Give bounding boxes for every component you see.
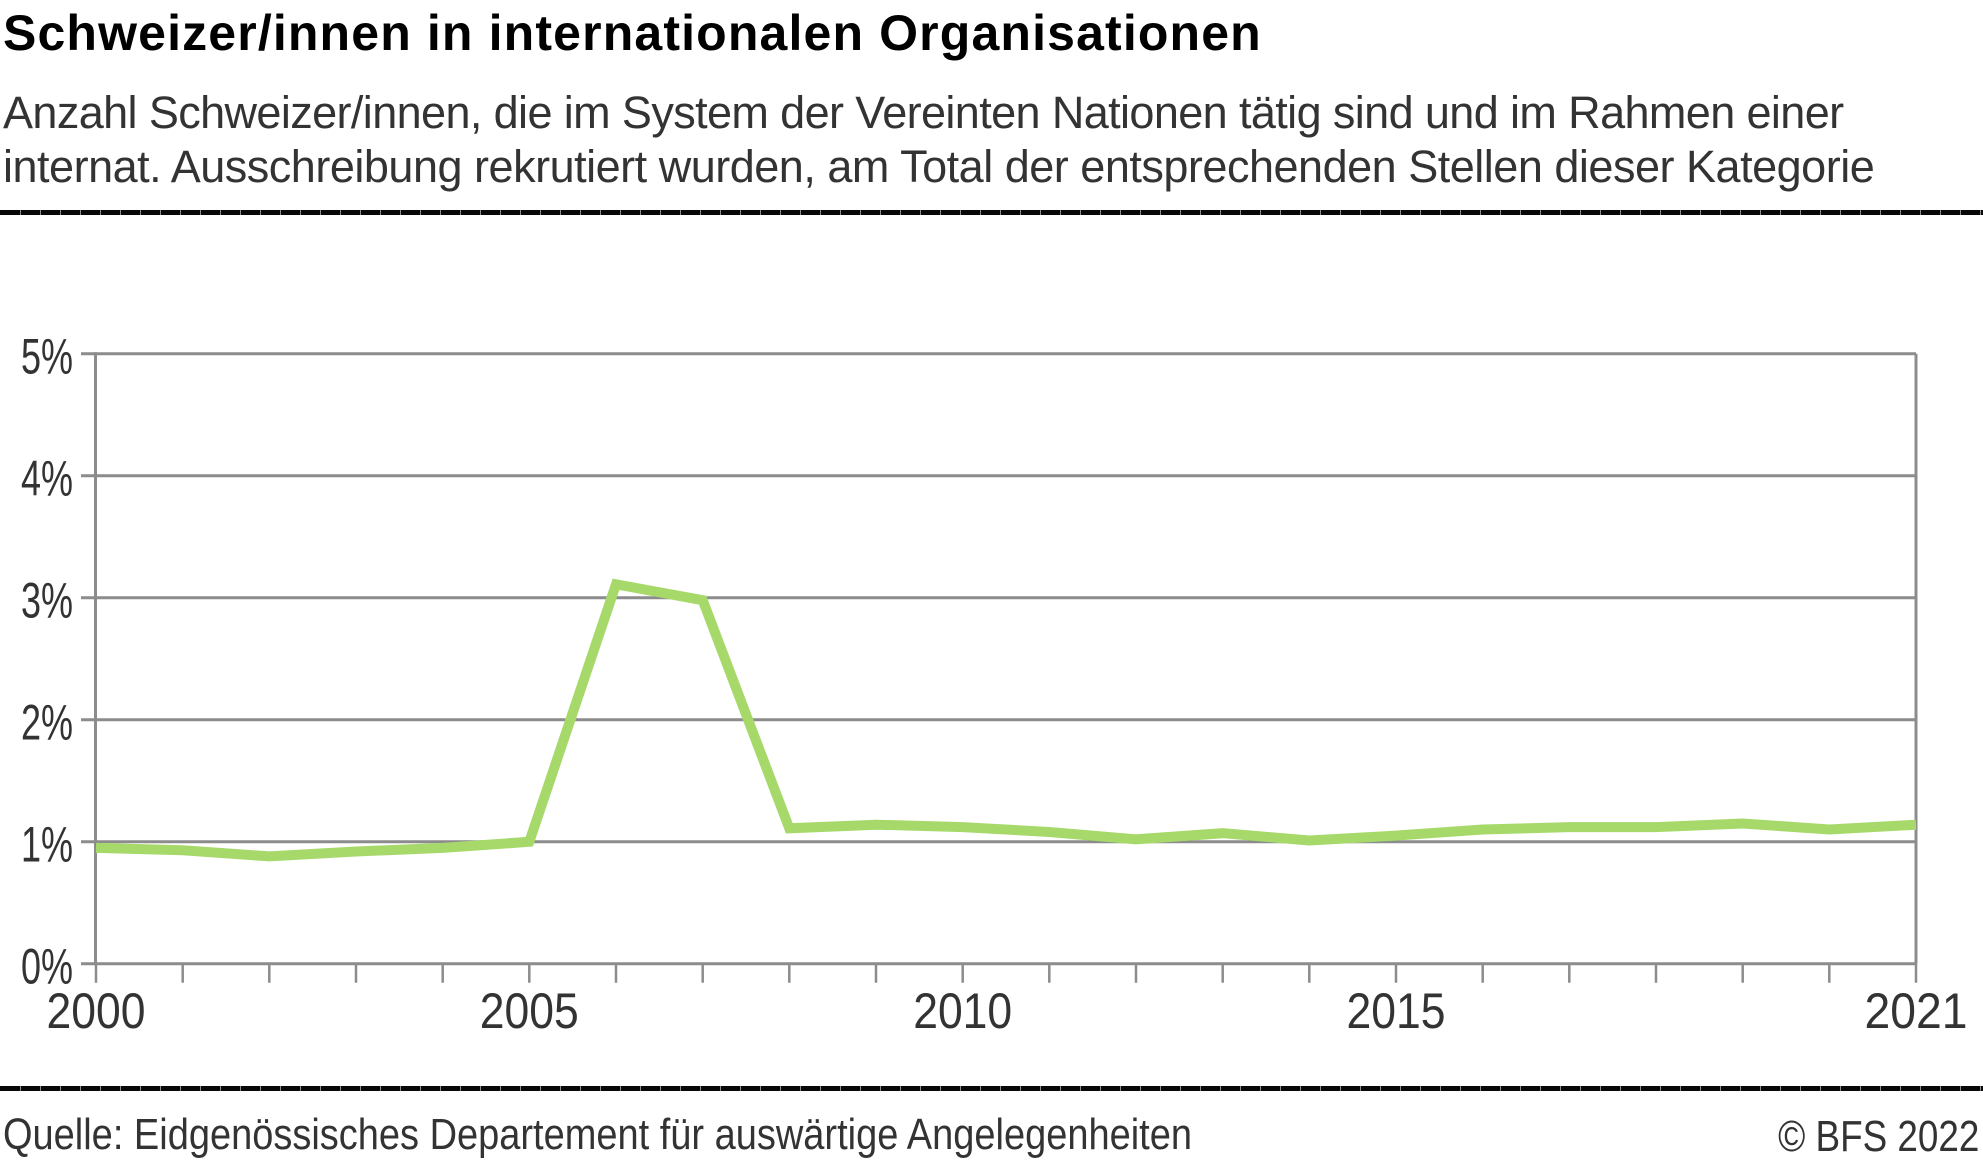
svg-text:0%: 0%	[21, 939, 73, 995]
svg-text:2000: 2000	[47, 983, 146, 1039]
svg-text:5%: 5%	[21, 329, 73, 385]
svg-text:4%: 4%	[21, 451, 73, 507]
svg-text:2%: 2%	[21, 695, 73, 751]
svg-text:1%: 1%	[21, 817, 73, 873]
svg-text:2015: 2015	[1347, 983, 1446, 1039]
svg-text:3%: 3%	[21, 573, 73, 629]
svg-text:2010: 2010	[913, 983, 1012, 1039]
svg-text:2021: 2021	[1865, 983, 1968, 1039]
svg-text:2005: 2005	[480, 983, 579, 1039]
